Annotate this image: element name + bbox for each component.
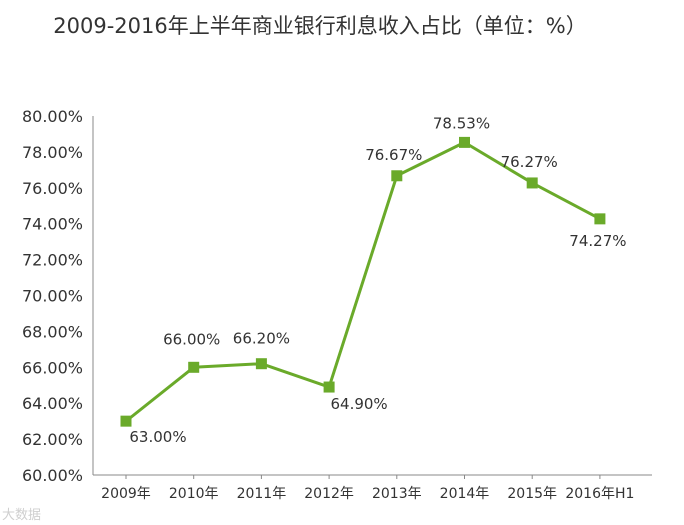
data-point — [255, 358, 267, 370]
x-tick-label: 2016年H1 — [565, 486, 634, 502]
chart-title: 2009-2016年上半年商业银行利息收入占比（单位：%） — [53, 14, 587, 38]
y-tick-label: 62.00% — [22, 430, 83, 449]
data-labels: 63.00% 66.00% 66.20% 64.90% 76.67% 78.53% 76.2… — [129, 114, 626, 446]
y-tick-label: 72.00% — [22, 251, 83, 270]
axes — [92, 116, 652, 476]
x-tick-label: 2011年 — [237, 486, 287, 502]
x-tick-label: 2015年 — [507, 486, 557, 502]
y-tick-label: 66.00% — [22, 358, 83, 377]
x-tick-label: 2009年 — [101, 486, 151, 502]
x-tick-label: 2010年 — [169, 486, 219, 502]
data-label: 78.53% — [433, 114, 490, 132]
data-point — [391, 170, 403, 182]
y-tick-label: 80.00% — [22, 107, 83, 126]
data-label: 64.90% — [330, 395, 387, 413]
y-tick-label: 78.00% — [22, 143, 83, 162]
watermark-logo: 大数据 — [2, 508, 42, 523]
y-tick-label: 68.00% — [22, 322, 83, 341]
y-axis-ticks: 60.00% 62.00% 64.00% 66.00% 68.00% 70.00% 72.0… — [22, 107, 83, 485]
y-tick-label: 64.00% — [22, 394, 83, 413]
data-point — [459, 136, 470, 148]
data-label: 63.00% — [129, 428, 186, 446]
x-axis-ticks: 2009年 2010年 2011年 2012年 2013年 2014年 2015年 2016年… — [101, 475, 634, 502]
data-label: 74.27% — [569, 232, 626, 250]
data-point — [323, 381, 335, 393]
x-tick-label: 2013年 — [372, 486, 422, 502]
data-point — [188, 361, 200, 373]
data-point — [526, 177, 538, 189]
data-label: 66.20% — [233, 330, 290, 348]
data-point — [120, 415, 132, 427]
data-label: 76.67% — [365, 146, 422, 164]
x-tick-label: 2014年 — [440, 486, 490, 502]
y-tick-label: 76.00% — [22, 179, 83, 198]
x-tick-label: 2012年 — [304, 486, 354, 502]
series-group — [120, 136, 606, 427]
series-line — [125, 140, 601, 423]
y-tick-label: 60.00% — [22, 466, 83, 485]
y-tick-label: 70.00% — [22, 287, 83, 306]
data-label: 66.00% — [163, 330, 220, 348]
data-label: 76.27% — [501, 153, 558, 171]
data-point — [594, 213, 606, 225]
y-tick-label: 74.00% — [22, 215, 83, 234]
